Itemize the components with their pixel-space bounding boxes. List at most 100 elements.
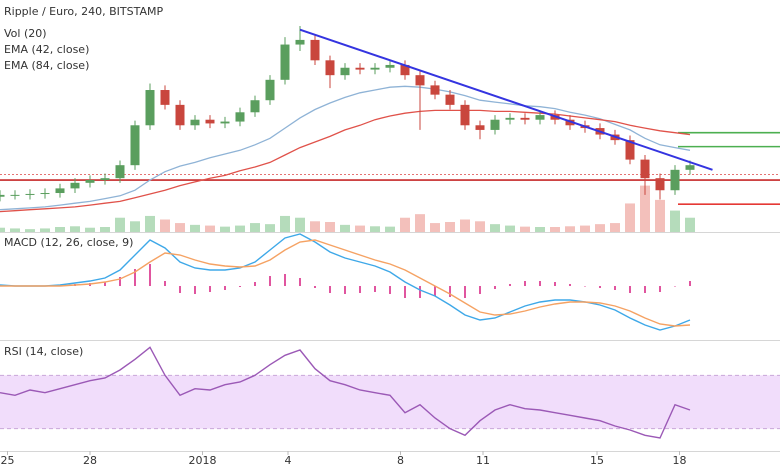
- candle-body: [490, 119, 500, 130]
- histogram-bar: [284, 274, 286, 286]
- series-line: [0, 239, 691, 327]
- candle-body: [55, 188, 65, 194]
- candle-body: [355, 67, 365, 70]
- price-panel: [0, 25, 780, 232]
- macd-title: MACD (12, 26, close, 9): [4, 236, 133, 249]
- volume-bar: [655, 199, 665, 232]
- histogram-bar: [239, 286, 241, 287]
- volume-bar: [445, 222, 455, 232]
- series-line: [0, 233, 691, 331]
- histogram-bar: [224, 286, 226, 290]
- x-tick-label: 11: [476, 454, 490, 467]
- volume-bar: [280, 215, 290, 232]
- volume-bar: [160, 219, 170, 232]
- volume-bar: [400, 217, 410, 232]
- candle-body: [565, 119, 575, 126]
- volume-bar: [415, 214, 425, 232]
- volume-bar: [610, 223, 620, 232]
- candle-body: [25, 193, 35, 195]
- volume-bar: [220, 226, 230, 232]
- volume-bar: [205, 225, 215, 232]
- histogram-bar: [644, 286, 646, 293]
- histogram-bar: [344, 286, 346, 294]
- histogram-bar: [494, 286, 496, 289]
- candle-body: [430, 85, 440, 95]
- histogram-bar: [629, 286, 631, 293]
- histogram-bar: [134, 269, 136, 286]
- histogram-bar: [659, 286, 661, 292]
- volume-bar: [115, 217, 125, 232]
- candle-body: [445, 94, 455, 105]
- volume-bar: [505, 225, 515, 232]
- candle-body: [70, 182, 80, 189]
- histogram-bar: [539, 281, 541, 286]
- candle-body: [310, 39, 320, 61]
- volume-bar: [580, 225, 590, 232]
- volume-bar: [265, 224, 275, 232]
- macd-panel: [0, 233, 691, 331]
- series-line: [0, 109, 691, 213]
- volume-bar: [340, 224, 350, 232]
- volume-bar: [70, 226, 80, 232]
- candle-body: [325, 60, 335, 76]
- x-tick-label: 8: [397, 454, 404, 467]
- candle-body: [535, 115, 545, 120]
- histogram-bar: [584, 286, 586, 287]
- histogram-bar: [179, 286, 181, 293]
- volume-bar: [385, 226, 395, 232]
- candle-body: [670, 169, 680, 191]
- candle-body: [160, 90, 170, 105]
- volume-bar: [175, 223, 185, 232]
- histogram-bar: [269, 276, 271, 286]
- histogram-bar: [299, 278, 301, 286]
- candle-body: [85, 180, 95, 183]
- histogram-bar: [404, 286, 406, 298]
- candle-body: [145, 90, 155, 126]
- volume-bar: [10, 228, 20, 232]
- volume-bar: [190, 224, 200, 232]
- volume-bar: [430, 223, 440, 232]
- volume-bar: [565, 226, 575, 232]
- volume-bar: [235, 225, 245, 232]
- volume-bar: [535, 227, 545, 232]
- candle-body: [100, 178, 110, 181]
- volume-bar: [85, 227, 95, 232]
- histogram-bar: [449, 286, 451, 297]
- volume-bar: [0, 227, 5, 232]
- histogram-bar: [314, 286, 316, 288]
- candle-body: [385, 64, 395, 68]
- candle-body: [115, 165, 125, 179]
- candle-body: [250, 100, 260, 113]
- candle-body: [10, 194, 20, 196]
- x-tick-label: 4: [285, 454, 292, 467]
- series-line: [0, 85, 691, 211]
- histogram-bar: [149, 264, 151, 286]
- histogram-bar: [194, 286, 196, 294]
- volume-bar: [145, 215, 155, 232]
- candle-body: [40, 193, 50, 195]
- volume-bar: [295, 217, 305, 232]
- volume-bar: [40, 228, 50, 232]
- histogram-bar: [164, 281, 166, 286]
- volume-bar: [475, 221, 485, 232]
- candle-body: [460, 104, 470, 126]
- candle-body: [0, 194, 5, 197]
- candle-body: [205, 119, 215, 124]
- histogram-bar: [104, 282, 106, 286]
- candle-body: [415, 75, 425, 86]
- candle-body: [130, 125, 140, 166]
- histogram-bar: [479, 286, 481, 294]
- volume-bar: [370, 226, 380, 232]
- x-tick-label: 18: [673, 454, 687, 467]
- volume-label: Vol (20): [4, 27, 47, 40]
- rsi-panel: [0, 346, 780, 439]
- volume-bar: [460, 219, 470, 232]
- histogram-bar: [464, 286, 466, 298]
- volume-bar: [355, 225, 365, 232]
- histogram-bar: [209, 286, 211, 292]
- volume-bar: [550, 227, 560, 232]
- volume-bar: [55, 227, 65, 232]
- labels: Ripple / Euro, 240, BITSTAMP Vol (20) EM…: [4, 5, 163, 358]
- ema-label: EMA (84, close): [4, 59, 89, 72]
- candle-body: [175, 104, 185, 126]
